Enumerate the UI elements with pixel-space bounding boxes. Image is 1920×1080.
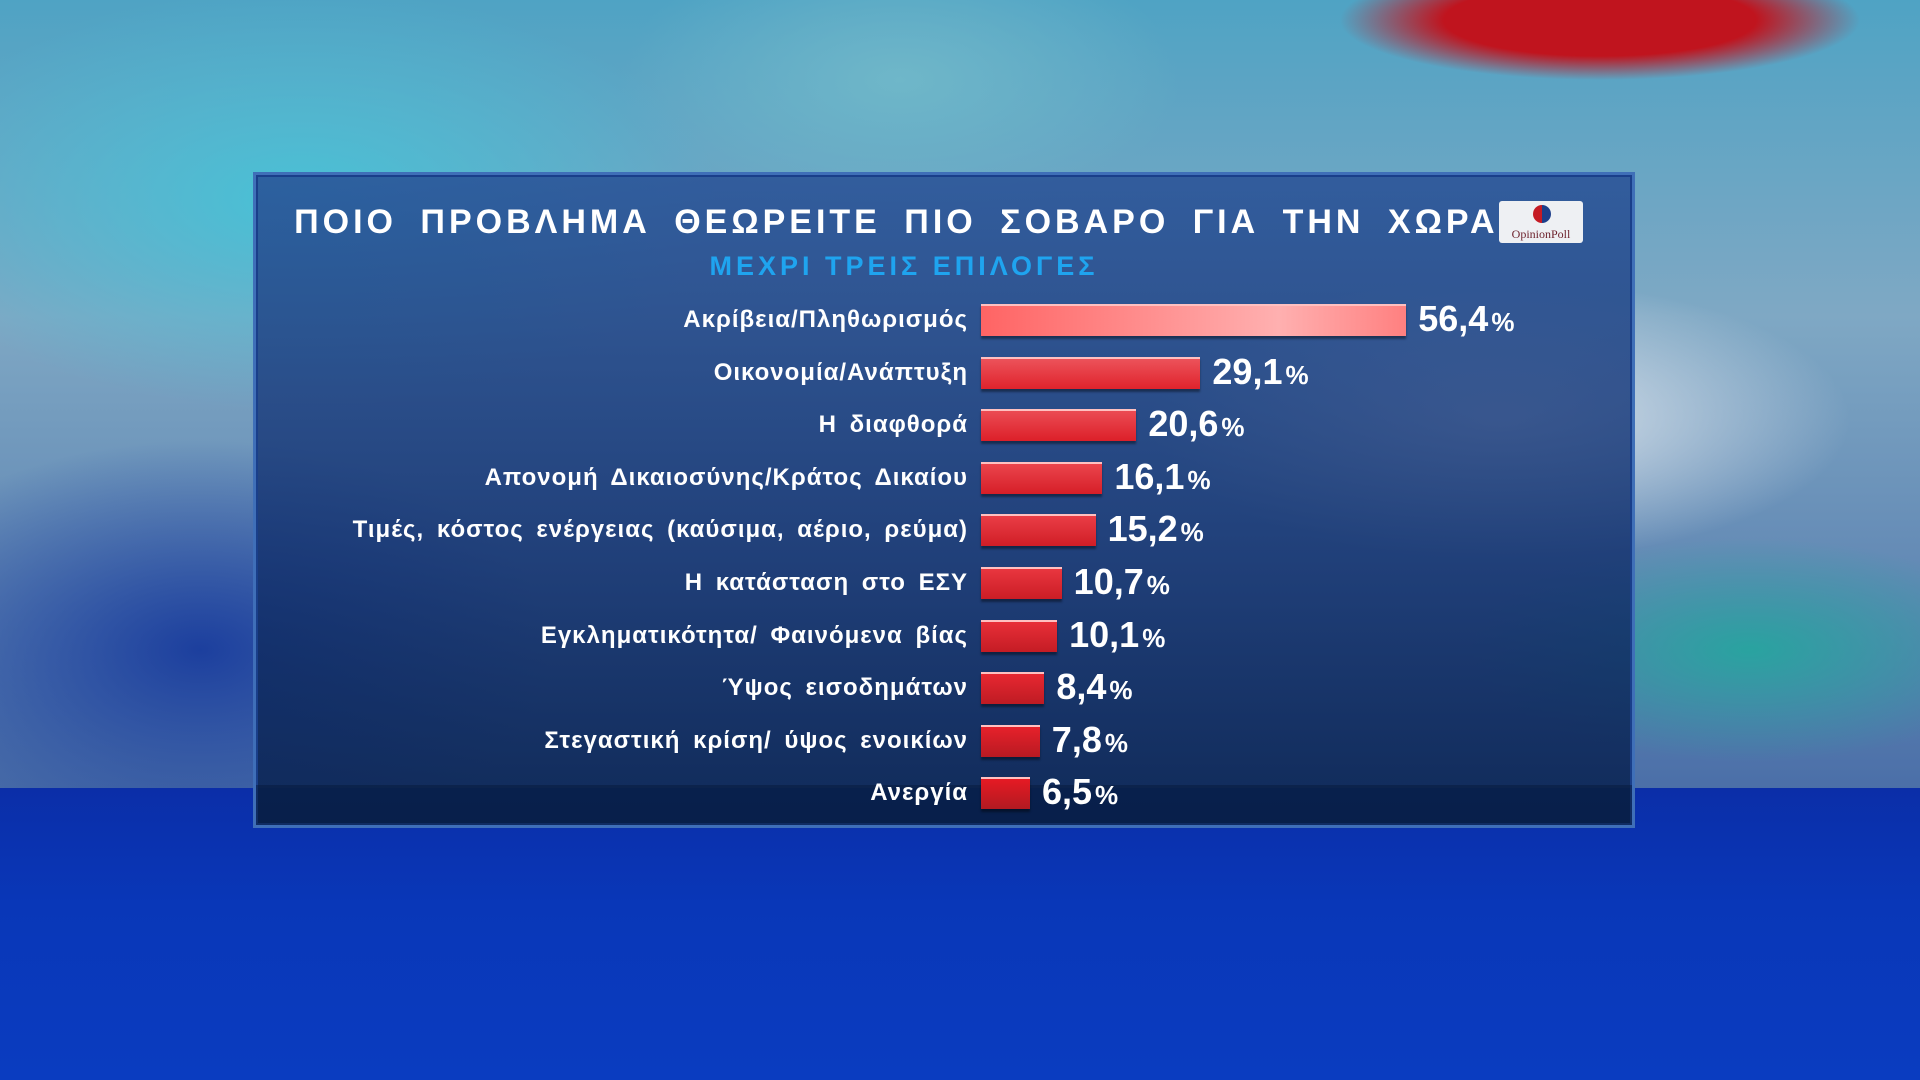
logo-text: OpinionPoll — [1511, 227, 1571, 241]
bar — [981, 304, 1407, 336]
value-number: 15,2 — [1107, 508, 1178, 550]
percent-sign: % — [1104, 727, 1128, 758]
percent-sign: % — [1109, 675, 1133, 706]
value-label: 10,1% — [1069, 614, 1165, 656]
bar-row: Τιμές, κόστος ενέργειας (καύσιμα, αέριο,… — [256, 508, 1638, 550]
value-number: 8,4 — [1056, 666, 1107, 708]
studio-floor — [0, 788, 1920, 1080]
bar — [981, 777, 1030, 810]
value-label: 8,4% — [1056, 666, 1132, 708]
bar — [981, 724, 1040, 757]
bar-row: Απονομή Δικαιοσύνης/Κράτος Δικαίου 16,1% — [256, 456, 1638, 498]
percent-sign: % — [1142, 622, 1166, 653]
category-label: Απονομή Δικαιοσύνης/Κράτος Δικαίου — [484, 463, 968, 491]
percent-sign: % — [1146, 570, 1170, 600]
bar-row: Στεγαστική κρίση/ ύψος ενοικίων 7,8% — [256, 719, 1638, 761]
category-label: Ανεργία — [870, 779, 968, 807]
panel-reflection: Ακρίβεια/Πληθωρισμός56,4%Οικονομία/Ανάπτ… — [0, 840, 1920, 1080]
chart-subtitle: ΜΕΧΡΙ ΤΡΕΙΣ ΕΠΙΛΟΓΕΣ — [709, 251, 1099, 281]
value-label: 20,6% — [1148, 403, 1244, 445]
value-label: 15,2% — [1108, 508, 1204, 550]
bar — [981, 567, 1062, 599]
panel-bottom-band — [256, 785, 1632, 825]
bar — [981, 409, 1137, 442]
chart-title: ΠΟΙΟ ΠΡΟΒΛΗΜΑ ΘΕΩΡΕΙΤΕ ΠΙΟ ΣΟΒΑΡΟ ΓΙΑ ΤΗ… — [294, 203, 1514, 241]
bar-row: Ανεργία 6,5% — [256, 771, 1638, 813]
bar-row: Η κατάσταση στο ΕΣΥ 10,7% — [256, 561, 1638, 603]
value-label: 56,4% — [1418, 298, 1514, 340]
percent-sign: % — [1491, 307, 1515, 337]
category-label: Εγκληματικότητα/ Φαινόμενα βίας — [540, 621, 968, 649]
value-number: 7,8 — [1051, 718, 1102, 760]
bar-row: Οικονομία/Ανάπτυξη 29,1% — [256, 351, 1638, 393]
value-number: 10,7 — [1073, 561, 1144, 602]
percent-sign: % — [1221, 412, 1245, 443]
value-label: 29,1% — [1212, 351, 1308, 393]
bar-row: Εγκληματικότητα/ Φαινόμενα βίας 10,1% — [256, 614, 1638, 656]
poll-chart-panel: ΠΟΙΟ ΠΡΟΒΛΗΜΑ ΘΕΩΡΕΙΤΕ ΠΙΟ ΣΟΒΑΡΟ ΓΙΑ ΤΗ… — [253, 172, 1635, 828]
bar — [981, 356, 1201, 389]
category-label: Η κατάσταση στο ΕΣΥ — [684, 569, 968, 596]
percent-sign: % — [1095, 780, 1119, 811]
category-label: Τιμές, κόστος ενέργειας (καύσιμα, αέριο,… — [352, 516, 968, 544]
bar — [981, 514, 1096, 547]
bar-row: Η διαφθορά 20,6% — [256, 403, 1638, 445]
bar — [981, 461, 1103, 494]
category-label: Ακρίβεια/Πληθωρισμός — [683, 306, 968, 333]
bar — [981, 672, 1045, 705]
bar-row: Ακρίβεια/Πληθωρισμός 56,4% — [256, 298, 1638, 340]
logo-mark-icon — [1533, 205, 1551, 223]
value-label: 16,1% — [1114, 456, 1210, 498]
category-label: Οικονομία/Ανάπτυξη — [713, 358, 968, 386]
percent-sign: % — [1187, 464, 1211, 495]
bar — [981, 619, 1058, 652]
value-label: 7,8% — [1052, 719, 1128, 761]
category-label: Ύψος εισοδημάτων — [721, 674, 968, 702]
value-number: 20,6 — [1148, 403, 1219, 445]
value-number: 10,1 — [1069, 613, 1140, 655]
percent-sign: % — [1285, 359, 1309, 390]
value-number: 56,4 — [1418, 298, 1489, 339]
value-number: 29,1 — [1212, 350, 1283, 392]
value-label: 6,5% — [1042, 771, 1118, 813]
value-label: 10,7% — [1074, 561, 1170, 603]
value-number: 16,1 — [1114, 455, 1185, 497]
category-label: Στεγαστική κρίση/ ύψος ενοικίων — [544, 726, 968, 754]
percent-sign: % — [1180, 517, 1204, 548]
opinionpoll-logo: OpinionPoll — [1499, 201, 1583, 243]
value-number: 6,5 — [1042, 771, 1093, 813]
category-label: Η διαφθορά — [818, 411, 968, 439]
bar-row: Ύψος εισοδημάτων 8,4% — [256, 666, 1638, 708]
